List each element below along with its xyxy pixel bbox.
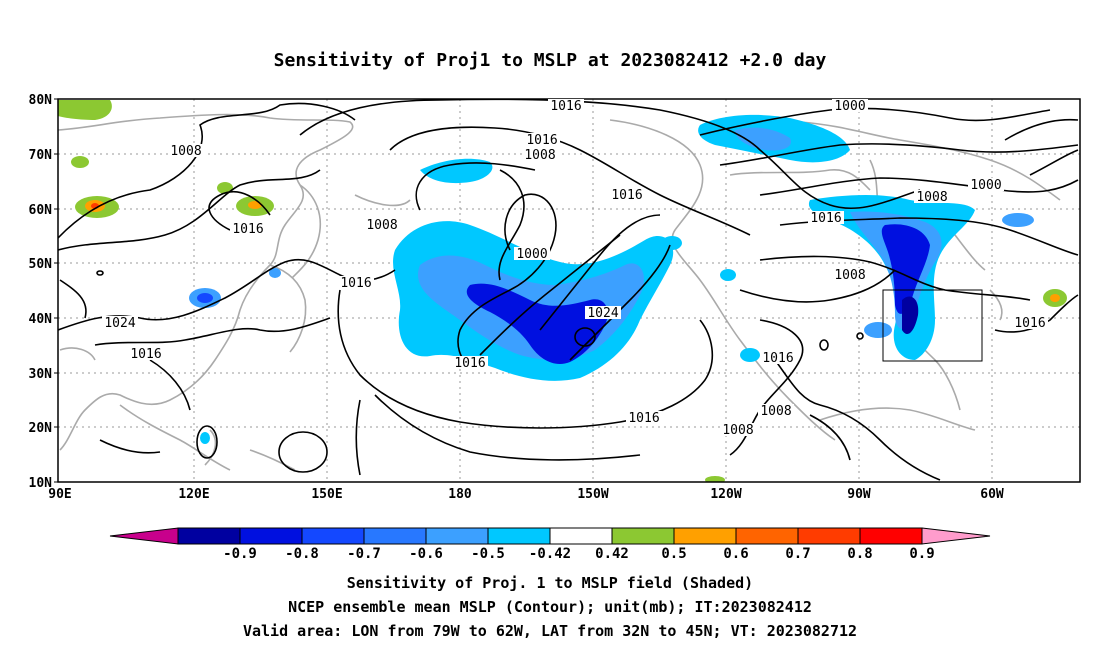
lat-tick-label: 60N bbox=[29, 203, 53, 218]
contour-label: 1016 bbox=[810, 211, 841, 226]
colorbar-high-triangle bbox=[921, 527, 991, 545]
contour-label: 1008 bbox=[170, 144, 201, 159]
contour-label: 1008 bbox=[834, 268, 865, 283]
contour-label: 1016 bbox=[130, 347, 161, 362]
contour-label: 1016 bbox=[232, 222, 263, 237]
contour-label: 1024 bbox=[587, 306, 618, 321]
lon-tick-label: 90E bbox=[48, 487, 71, 502]
lat-tick-label: 40N bbox=[29, 312, 53, 327]
contour-label: 1016 bbox=[550, 99, 581, 114]
colorbar-label: 0.5 bbox=[661, 546, 686, 562]
colorbar-label: -0.5 bbox=[471, 546, 505, 562]
caption-line-3: Valid area: LON from 79W to 62W, LAT fro… bbox=[242, 622, 858, 640]
coastlines bbox=[58, 113, 1061, 471]
lon-tick-label: 180 bbox=[448, 487, 472, 502]
colorbar-swatch bbox=[363, 527, 427, 545]
longitude-labels: 90E 120E 150E 180 150W 120W 90W 60W bbox=[48, 487, 1004, 502]
contour-label: 1016 bbox=[611, 188, 642, 203]
contour-label: 1016 bbox=[454, 356, 485, 371]
lat-tick-label: 20N bbox=[29, 421, 53, 436]
contour-label: 1008 bbox=[722, 423, 753, 438]
colorbar-label: 0.7 bbox=[785, 546, 810, 562]
colorbar-swatch bbox=[673, 527, 737, 545]
colorbar-label: 0.8 bbox=[847, 546, 872, 562]
plot-title: Sensitivity of Proj1 to MSLP at 20230824… bbox=[273, 50, 827, 71]
contour-label: 1008 bbox=[524, 148, 555, 163]
lat-tick-label: 80N bbox=[29, 93, 53, 108]
contour-label: 1016 bbox=[526, 133, 557, 148]
colorbar-label: -0.9 bbox=[223, 546, 257, 562]
latitude-labels: 80N 70N 60N 50N 40N 30N 20N 10N bbox=[29, 93, 58, 491]
lat-tick-label: 10N bbox=[29, 476, 53, 491]
lat-tick-label: 50N bbox=[29, 257, 53, 272]
colorbar-swatch bbox=[177, 527, 241, 545]
lon-tick-label: 90W bbox=[847, 487, 871, 502]
contour-label: 1000 bbox=[970, 178, 1001, 193]
valid-area-box bbox=[882, 289, 983, 362]
contour-label: 1016 bbox=[340, 276, 371, 291]
contour-label: 1024 bbox=[104, 316, 135, 331]
colorbar-label: -0.8 bbox=[285, 546, 319, 562]
lat-tick-label: 30N bbox=[29, 367, 53, 382]
colorbar-label: -0.6 bbox=[409, 546, 443, 562]
colorbar-swatch bbox=[859, 527, 923, 545]
colorbar-swatch bbox=[549, 527, 613, 545]
colorbar-label: 0.42 bbox=[595, 546, 629, 562]
colorbar-low-triangle bbox=[109, 527, 179, 545]
colorbar-label: -0.7 bbox=[347, 546, 381, 562]
contour-label: 1008 bbox=[760, 404, 791, 419]
colorbar-swatch bbox=[425, 527, 489, 545]
lon-tick-label: 150E bbox=[311, 487, 342, 502]
lat-tick-label: 70N bbox=[29, 148, 53, 163]
lon-tick-label: 60W bbox=[980, 487, 1004, 502]
colorbar-swatch bbox=[797, 527, 861, 545]
colorbar bbox=[109, 527, 991, 545]
contour-label: 1008 bbox=[916, 190, 947, 205]
colorbar-label: 0.6 bbox=[723, 546, 748, 562]
colorbar-swatch bbox=[239, 527, 303, 545]
contour-label: 1016 bbox=[628, 411, 659, 426]
colorbar-swatch bbox=[487, 527, 551, 545]
colorbar-swatch bbox=[611, 527, 675, 545]
contour-label: 1008 bbox=[366, 218, 397, 233]
contour-label: 1000 bbox=[516, 247, 547, 262]
contour-labels: 1016100010161008100810161008101610001016… bbox=[102, 99, 1048, 438]
colorbar-labels: -0.9 -0.8 -0.7 -0.6 -0.5 -0.42 0.42 0.5 0.6 0.7 0.… bbox=[223, 546, 935, 562]
caption-line-2: NCEP ensemble mean MSLP (Contour); unit(… bbox=[288, 598, 812, 616]
caption-line-1: Sensitivity of Proj. 1 to MSLP field (Sh… bbox=[346, 574, 754, 592]
colorbar-swatch bbox=[301, 527, 365, 545]
lon-tick-label: 120W bbox=[710, 487, 741, 502]
contour-label: 1016 bbox=[1014, 316, 1045, 331]
lon-tick-label: 120E bbox=[178, 487, 209, 502]
contour-label: 1016 bbox=[762, 351, 793, 366]
colorbar-swatch bbox=[735, 527, 799, 545]
colorbar-label: -0.42 bbox=[529, 546, 571, 562]
lon-tick-label: 150W bbox=[577, 487, 608, 502]
contour-label: 1000 bbox=[834, 99, 865, 114]
colorbar-label: 0.9 bbox=[909, 546, 934, 562]
